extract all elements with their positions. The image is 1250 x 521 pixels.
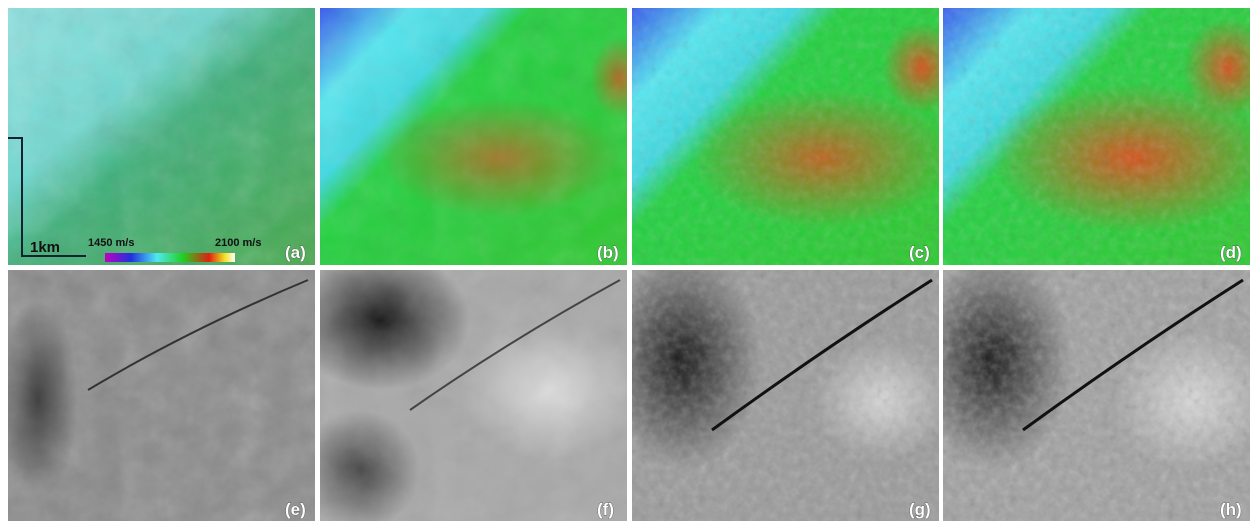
panel: (d) bbox=[943, 8, 1250, 265]
panel: (g) bbox=[602, 250, 952, 521]
panel-label: (d) bbox=[1220, 243, 1242, 262]
scale-bar-label: 1km bbox=[30, 239, 60, 256]
panel-label: (h) bbox=[1220, 500, 1242, 519]
panel: (e) bbox=[0, 270, 315, 521]
panel: (h) bbox=[913, 250, 1250, 521]
panel-label: (a) bbox=[285, 243, 306, 262]
panel-label: (f) bbox=[597, 500, 614, 519]
panel-label: (e) bbox=[285, 500, 306, 519]
colorbar-max: 2100 m/s bbox=[215, 237, 261, 249]
figure: 1km 1450 m/s 2100 m/s (a) (b) (c) (d) (e… bbox=[0, 0, 1250, 521]
panel-label: (b) bbox=[597, 243, 619, 262]
colorbar bbox=[105, 253, 235, 262]
panel: (b) bbox=[320, 8, 650, 265]
panel-label: (c) bbox=[909, 243, 930, 262]
panel: 1km 1450 m/s 2100 m/s (a) bbox=[8, 8, 315, 265]
panel: (f) bbox=[290, 250, 640, 521]
panel: (c) bbox=[632, 8, 962, 265]
panel-label: (g) bbox=[909, 500, 931, 519]
colorbar-min: 1450 m/s bbox=[88, 237, 134, 249]
